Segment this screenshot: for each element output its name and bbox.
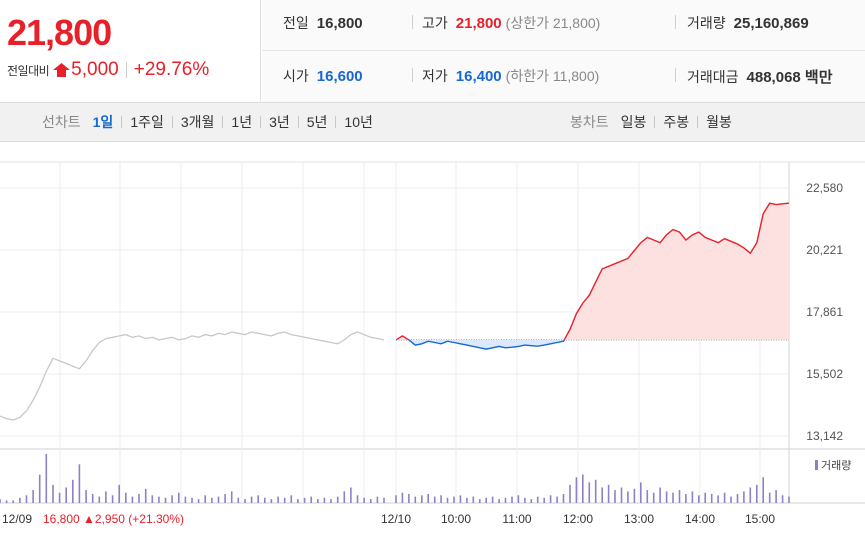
prev-day-close: 16,800 [43, 512, 83, 526]
divider [222, 116, 224, 128]
change-row: 전일대비 5,000 +29.76% [7, 59, 209, 81]
prev-day-rate: (+21.30%) [128, 512, 184, 526]
high-cell: 고가 21,800 (상한가 21,800) [422, 13, 600, 33]
period-10y[interactable]: 10년 [344, 114, 373, 130]
open-value: 16,600 [316, 68, 363, 85]
low-value: 16,400 [455, 68, 502, 85]
change-rate: +29.76% [133, 59, 210, 80]
period-1w[interactable]: 1주일 [130, 114, 164, 130]
x-tick-label: 14:00 [685, 512, 715, 526]
candle-daily[interactable]: 일봉 [620, 114, 647, 130]
candle-chart-label: 봉차트 [570, 114, 609, 130]
line-chart-periods: 선차트 1일 1주일 3개월 1년 3년 5년 10년 [42, 103, 373, 141]
prev-close-cell: 전일 16,800 [283, 13, 363, 33]
lower-limit: (하한가 11,800) [505, 68, 600, 84]
prev-day-summary: 16,800 ▲2,950 (+21.30%) [43, 512, 184, 526]
change-amount: 5,000 [71, 59, 119, 80]
divider [297, 116, 299, 128]
chart-period-toolbar: 선차트 1일 1주일 3개월 1년 3년 5년 10년 봉차트 일봉 주봉 월봉 [0, 102, 865, 142]
stock-quote-header: 21,800 전일대비 5,000 +29.76% 전일 16,800 고가 2… [0, 0, 865, 102]
divider [121, 116, 123, 128]
change-label: 전일대비 [7, 63, 50, 78]
low-label: 저가 [422, 68, 448, 84]
period-5y[interactable]: 5년 [306, 114, 328, 130]
trade-value-label: 거래대금 [687, 69, 739, 85]
divider [412, 68, 413, 82]
x-tick-label: 15:00 [745, 512, 775, 526]
x-tick-label: 13:00 [624, 512, 654, 526]
period-1d[interactable]: 1일 [92, 114, 114, 130]
volume-legend-label: 거래량 [821, 459, 851, 472]
x-tick-label: 11:00 [502, 512, 531, 526]
high-value: 21,800 [455, 15, 502, 32]
prev-day-change: ▲2,950 [83, 512, 128, 526]
grid-divider [262, 50, 865, 51]
up-area-fill [396, 203, 789, 340]
trade-value-value: 488,068 백만 [746, 69, 833, 86]
y-tick-label: 13,142 [806, 429, 843, 443]
y-tick-label: 17,861 [806, 305, 843, 319]
volume-label: 거래량 [687, 15, 726, 31]
intraday-price-chart[interactable]: 22,580 20,221 17,861 15,502 13,142 거래량 12/09 12… [0, 142, 865, 540]
axes: 22,580 20,221 17,861 15,502 13,142 거래량 12/09 12… [2, 181, 851, 526]
today-price-line-up [396, 202, 790, 340]
area-fill [396, 203, 789, 350]
x-tick-label: 12:00 [563, 512, 593, 526]
y-tick-label: 20,221 [806, 243, 843, 257]
divider [335, 116, 337, 128]
x-tick-label: 12/09 [2, 512, 32, 526]
period-3y[interactable]: 3년 [269, 114, 290, 130]
volume-legend-swatch [815, 460, 818, 470]
volume-cell: 거래량 25,160,869 [687, 13, 809, 33]
divider [171, 116, 173, 128]
prev-day-price-line [0, 331, 385, 421]
current-price: 21,800 [7, 12, 112, 53]
divider [697, 116, 699, 128]
candle-weekly[interactable]: 주봉 [663, 114, 690, 130]
period-1y[interactable]: 1년 [231, 114, 253, 130]
divider [675, 68, 676, 82]
volume-bars [0, 454, 790, 503]
open-cell: 시가 16,600 [283, 66, 363, 86]
price-lines [0, 202, 790, 421]
x-tick-label: 10:00 [441, 512, 471, 526]
divider [675, 15, 676, 29]
trade-value-cell: 거래대금 488,068 백만 [687, 66, 833, 87]
low-cell: 저가 16,400 (하한가 11,800) [422, 66, 599, 86]
period-3m[interactable]: 3개월 [180, 114, 215, 130]
high-label: 고가 [422, 15, 448, 31]
candle-chart-periods: 봉차트 일봉 주봉 월봉 [570, 103, 732, 141]
line-chart-label: 선차트 [42, 114, 81, 130]
change-divider [125, 62, 127, 78]
prev-close-label: 전일 [283, 15, 309, 31]
prev-close-value: 16,800 [316, 15, 363, 32]
today-price-line-down [396, 339, 566, 350]
y-tick-label: 15,502 [806, 367, 843, 381]
candle-monthly[interactable]: 월봉 [706, 114, 732, 130]
price-summary: 21,800 전일대비 5,000 +29.76% [0, 0, 261, 102]
quote-info-grid: 전일 16,800 고가 21,800 (상한가 21,800) 거래량 25,… [262, 0, 865, 102]
divider [260, 116, 262, 128]
up-arrow-icon [53, 63, 71, 77]
open-label: 시가 [283, 68, 309, 84]
y-tick-label: 22,580 [806, 181, 843, 195]
volume-value: 25,160,869 [733, 15, 809, 32]
divider [654, 116, 656, 128]
x-tick-label: 12/10 [381, 512, 411, 526]
upper-limit: (상한가 21,800) [505, 15, 601, 31]
divider [412, 15, 413, 29]
price-chart-svg: 22,580 20,221 17,861 15,502 13,142 거래량 12/09 12… [0, 161, 865, 526]
